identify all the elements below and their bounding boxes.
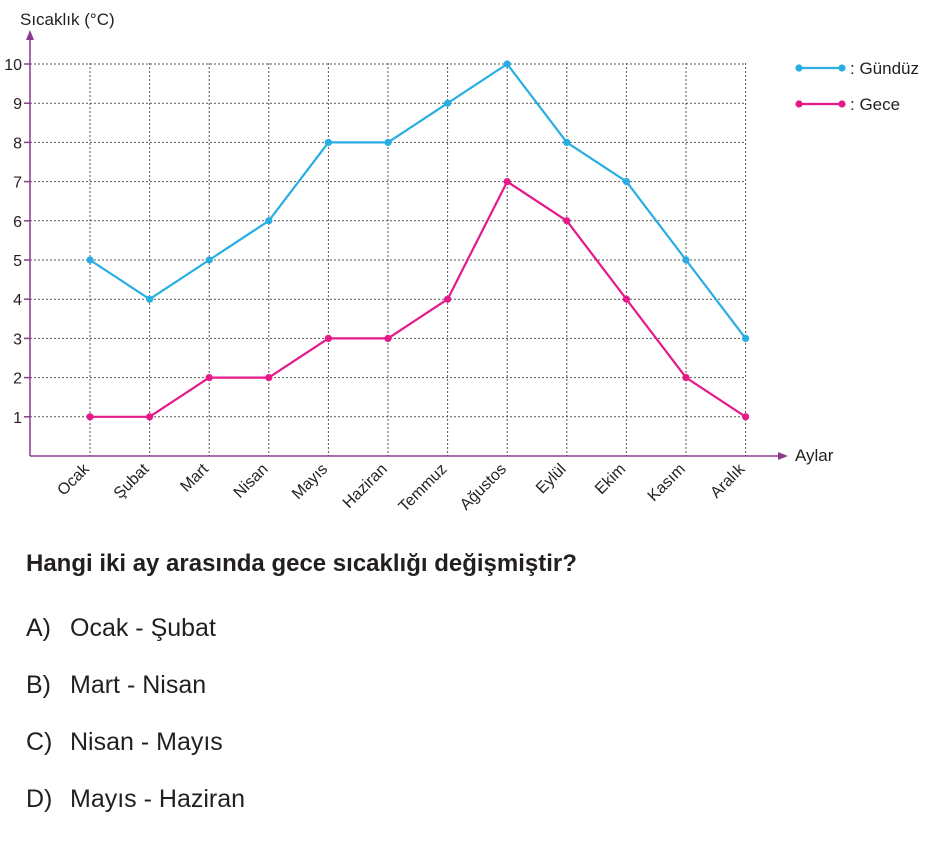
series-point xyxy=(146,413,154,421)
legend-label: : Gece xyxy=(850,95,900,114)
y-tick-label: 2 xyxy=(13,371,22,388)
x-tick-label: Mart xyxy=(177,460,212,495)
series-point xyxy=(622,295,631,303)
y-tick-labels: 1 2 3 4 5 6 7 8 9 10 xyxy=(4,57,30,427)
legend-marker xyxy=(795,64,803,72)
chart-legend: : Gündüz : Gece xyxy=(795,59,919,114)
y-tick-label: 1 xyxy=(13,410,22,427)
x-tick-label: Şubat xyxy=(111,460,153,502)
y-axis-arrow xyxy=(26,30,34,40)
option-a-text: Ocak - Şubat xyxy=(70,614,216,642)
series-point xyxy=(384,138,392,146)
series-point xyxy=(742,413,750,421)
series-point xyxy=(86,413,94,421)
series-point xyxy=(622,178,631,186)
option-a-letter: A) xyxy=(26,614,51,642)
series-point xyxy=(146,295,154,303)
series-point xyxy=(86,256,94,264)
x-axis-arrow xyxy=(778,452,788,460)
legend-marker xyxy=(838,64,846,72)
series-point xyxy=(503,178,511,186)
series-point xyxy=(682,374,690,382)
option-c[interactable]: C) Nisan - Mayıs xyxy=(26,728,245,785)
series-point xyxy=(265,217,273,225)
y-tick-label: 8 xyxy=(13,135,22,152)
series-point xyxy=(563,217,571,225)
x-tick-label: Mayıs xyxy=(289,461,331,503)
chart-axes xyxy=(26,30,788,460)
x-tick-label: Haziran xyxy=(340,461,391,512)
series-point xyxy=(444,295,452,303)
series-point xyxy=(265,374,273,382)
option-d-text: Mayıs - Haziran xyxy=(70,785,246,813)
answer-options: A) Ocak - Şubat B) Mart - Nisan C) Nisan… xyxy=(26,614,245,842)
y-tick-label: 9 xyxy=(13,96,22,113)
series-point xyxy=(444,99,452,107)
series-point xyxy=(324,138,332,146)
series-point xyxy=(563,138,571,146)
y-tick-label: 7 xyxy=(13,175,22,192)
series-point xyxy=(205,256,213,264)
x-tick-label: Kasım xyxy=(645,461,689,505)
chart-grid xyxy=(30,63,747,456)
legend-marker xyxy=(795,100,803,108)
option-b[interactable]: B) Mart - Nisan xyxy=(26,671,245,728)
option-c-text: Nisan - Mayıs xyxy=(70,728,223,756)
x-tick-label: Eylül xyxy=(533,461,570,498)
series-line-1 xyxy=(90,180,747,418)
y-tick-label: 3 xyxy=(13,331,22,348)
series-point xyxy=(742,334,750,342)
x-tick-labels: Ocak Şubat Mart Nisan Mayıs Haziran Temmuz Ağus… xyxy=(54,460,749,515)
y-axis-label: Sıcaklık (°C) xyxy=(20,10,115,29)
x-tick-label: Ocak xyxy=(54,460,93,499)
series-point xyxy=(503,60,511,68)
option-b-letter: B) xyxy=(26,671,51,699)
series-point xyxy=(682,256,690,264)
y-tick-label: 10 xyxy=(4,57,22,74)
option-d[interactable]: D) Mayıs - Haziran xyxy=(26,785,245,842)
option-b-text: Mart - Nisan xyxy=(70,671,207,699)
x-tick-label: Temmuz xyxy=(396,461,451,516)
x-axis-label: Aylar xyxy=(795,446,834,465)
legend-label: : Gündüz xyxy=(850,59,919,78)
question-text: Hangi iki ay arasında gece sıcaklığı değ… xyxy=(26,550,577,577)
y-tick-label: 6 xyxy=(13,214,22,231)
series-point xyxy=(205,374,213,382)
legend-marker xyxy=(838,100,846,108)
option-d-letter: D) xyxy=(26,785,53,813)
chart-series xyxy=(86,60,750,421)
series-point xyxy=(384,334,392,342)
y-tick-label: 5 xyxy=(13,253,22,270)
temperature-chart: 1 2 3 4 5 6 7 8 9 10 Ocak Şubat Mart Nisan Mayıs Hazir… xyxy=(4,10,919,516)
x-tick-label: Nisan xyxy=(231,461,272,502)
option-c-letter: C) xyxy=(26,728,53,756)
x-tick-label: Ağustos xyxy=(457,461,510,514)
y-tick-label: 4 xyxy=(13,292,22,309)
x-tick-label: Aralık xyxy=(707,460,749,502)
series-point xyxy=(324,334,332,342)
x-tick-label: Ekim xyxy=(592,461,629,498)
series-line-0 xyxy=(89,62,747,340)
option-a[interactable]: A) Ocak - Şubat xyxy=(26,614,245,671)
